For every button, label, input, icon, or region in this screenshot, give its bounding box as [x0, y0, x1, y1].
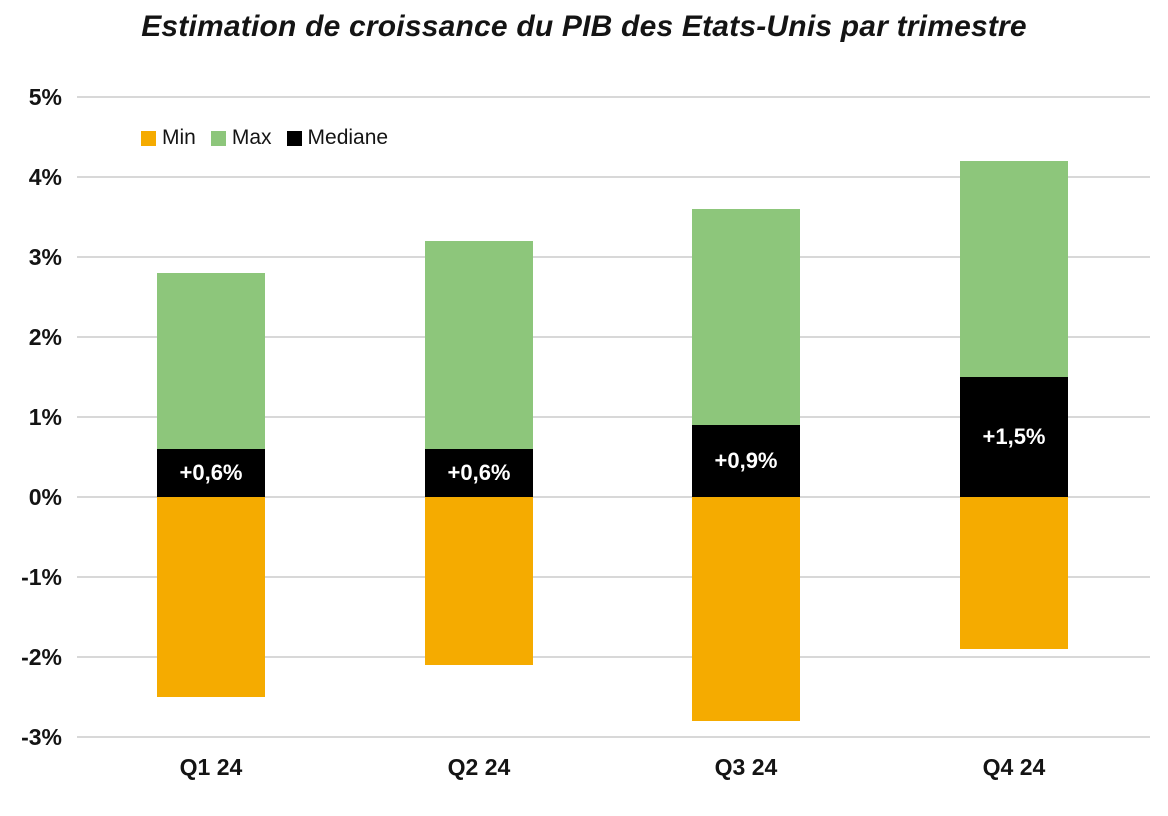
median-value-label: +0,6%: [447, 460, 511, 485]
legend-label-min: Min: [162, 126, 196, 149]
legend-item-min: Min: [141, 126, 196, 150]
y-axis-tick-label: 0%: [28, 484, 62, 510]
x-axis-label-q3-24: Q3 24: [714, 754, 778, 780]
bar-segment-mediane: +0,6%: [157, 449, 265, 497]
gridline: [77, 96, 1150, 98]
median-value-label: +0,9%: [714, 448, 778, 473]
bar-segment-mediane: +0,6%: [425, 449, 533, 497]
x-axis-label-q2-24: Q2 24: [447, 754, 511, 780]
chart-title: Estimation de croissance du PIB des Etat…: [141, 10, 1027, 43]
bar-segment-min: [692, 497, 800, 721]
legend-swatch-mediane: [286, 130, 302, 146]
legend-label-max: Max: [231, 126, 272, 149]
gridline: [77, 336, 1150, 338]
gridline: [77, 656, 1150, 658]
legend-swatch-max: [210, 130, 226, 146]
gridline: [77, 256, 1150, 258]
x-axis-label-q1-24: Q1 24: [179, 754, 243, 780]
bar-segment-min: [157, 497, 265, 697]
gridline: [77, 576, 1150, 578]
y-axis-tick-label: 5%: [28, 84, 62, 110]
bar-segment-min: [960, 497, 1068, 649]
y-axis-tick-label: 3%: [28, 244, 62, 270]
x-axis-label-q4-24: Q4 24: [982, 754, 1046, 780]
y-axis-tick-label: -1%: [21, 564, 62, 590]
legend-label-mediane: Mediane: [307, 126, 389, 149]
legend-swatch-min: [141, 130, 156, 146]
y-axis-tick-label: -3%: [21, 724, 62, 750]
gridline: [77, 176, 1150, 178]
legend-item-mediane: Mediane: [286, 126, 389, 150]
gridline: [77, 496, 1150, 498]
bar-segment-mediane: +1,5%: [960, 377, 1068, 497]
gridline: [77, 736, 1150, 738]
y-axis-tick-label: 4%: [28, 164, 62, 190]
y-axis-tick-label: 1%: [28, 404, 62, 430]
legend: Min Max Mediane: [141, 126, 388, 150]
bar-segment-max: [692, 209, 800, 425]
median-value-label: +0,6%: [179, 460, 243, 485]
legend-item-max: Max: [210, 126, 272, 150]
bar-segment-max: [425, 241, 533, 449]
y-axis-tick-label: 2%: [28, 324, 62, 350]
y-axis-tick-label: -2%: [21, 644, 62, 670]
bar-segment-min: [425, 497, 533, 665]
bar-segment-max: [960, 161, 1068, 377]
bar-segment-max: [157, 273, 265, 449]
gridline: [77, 416, 1150, 418]
median-value-label: +1,5%: [982, 424, 1046, 449]
bar-segment-mediane: +0,9%: [692, 425, 800, 497]
